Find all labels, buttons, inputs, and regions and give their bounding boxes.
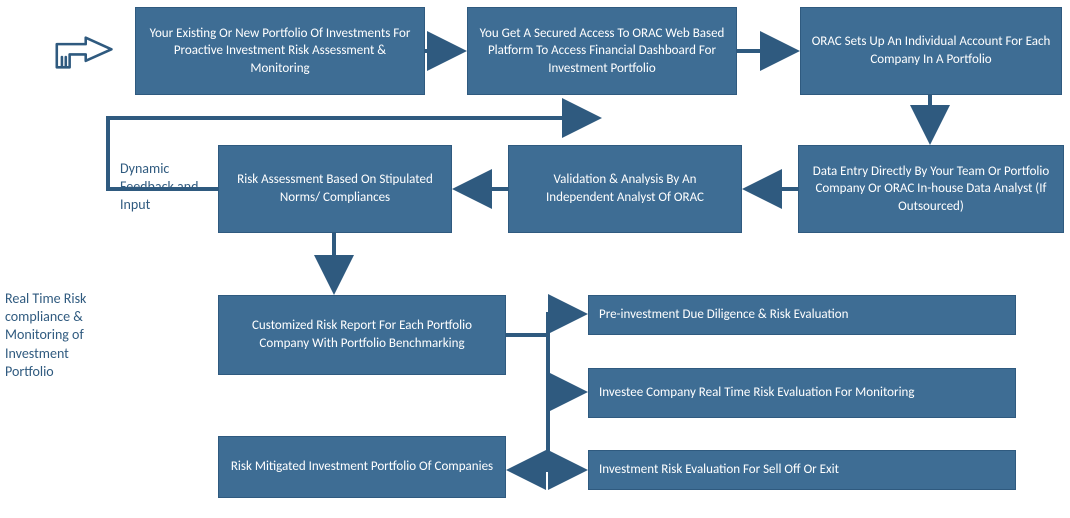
node-text: Investment Risk Evaluation For Sell Off … — [599, 461, 839, 479]
node-portfolio-input: Your Existing Or New Portfolio Of Invest… — [135, 7, 425, 95]
node-risk-assessment: Risk Assessment Based On Stipulated Norm… — [218, 145, 452, 233]
node-text: ORAC Sets Up An Individual Account For E… — [811, 33, 1051, 68]
node-text: Validation & Analysis By An Independent … — [519, 171, 731, 206]
node-text: Customized Risk Report For Each Portfoli… — [229, 317, 495, 352]
node-text: Risk Assessment Based On Stipulated Norm… — [229, 171, 441, 206]
label-dynamic-feedback: Dynamic Feedback and Input — [120, 160, 210, 215]
node-data-entry: Data Entry Directly By Your Team Or Port… — [798, 145, 1064, 233]
node-custom-report: Customized Risk Report For Each Portfoli… — [218, 295, 506, 375]
node-validation: Validation & Analysis By An Independent … — [508, 145, 742, 233]
label-realtime-monitoring: Real Time Risk compliance & Monitoring o… — [5, 290, 115, 381]
node-text: Pre-investment Due Diligence & Risk Eval… — [599, 306, 848, 324]
node-text: Your Existing Or New Portfolio Of Invest… — [146, 25, 414, 78]
node-account-setup: ORAC Sets Up An Individual Account For E… — [800, 7, 1062, 95]
node-output-monitoring: Investee Company Real Time Risk Evaluati… — [588, 368, 1016, 418]
node-output-due-diligence: Pre-investment Due Diligence & Risk Eval… — [588, 295, 1016, 335]
label-text: Real Time Risk compliance & Monitoring o… — [5, 290, 86, 380]
node-output-exit: Investment Risk Evaluation For Sell Off … — [588, 450, 1016, 490]
pointing-hand-icon — [50, 30, 115, 80]
node-text: Data Entry Directly By Your Team Or Port… — [809, 163, 1053, 216]
label-text: Dynamic Feedback and Input — [120, 160, 198, 213]
node-text: You Get A Secured Access To ORAC Web Bas… — [478, 25, 726, 78]
node-text: Risk Mitigated Investment Portfolio Of C… — [231, 458, 493, 476]
node-text: Investee Company Real Time Risk Evaluati… — [599, 384, 915, 402]
node-mitigated-portfolio: Risk Mitigated Investment Portfolio Of C… — [218, 436, 506, 498]
node-secured-access: You Get A Secured Access To ORAC Web Bas… — [467, 7, 737, 95]
